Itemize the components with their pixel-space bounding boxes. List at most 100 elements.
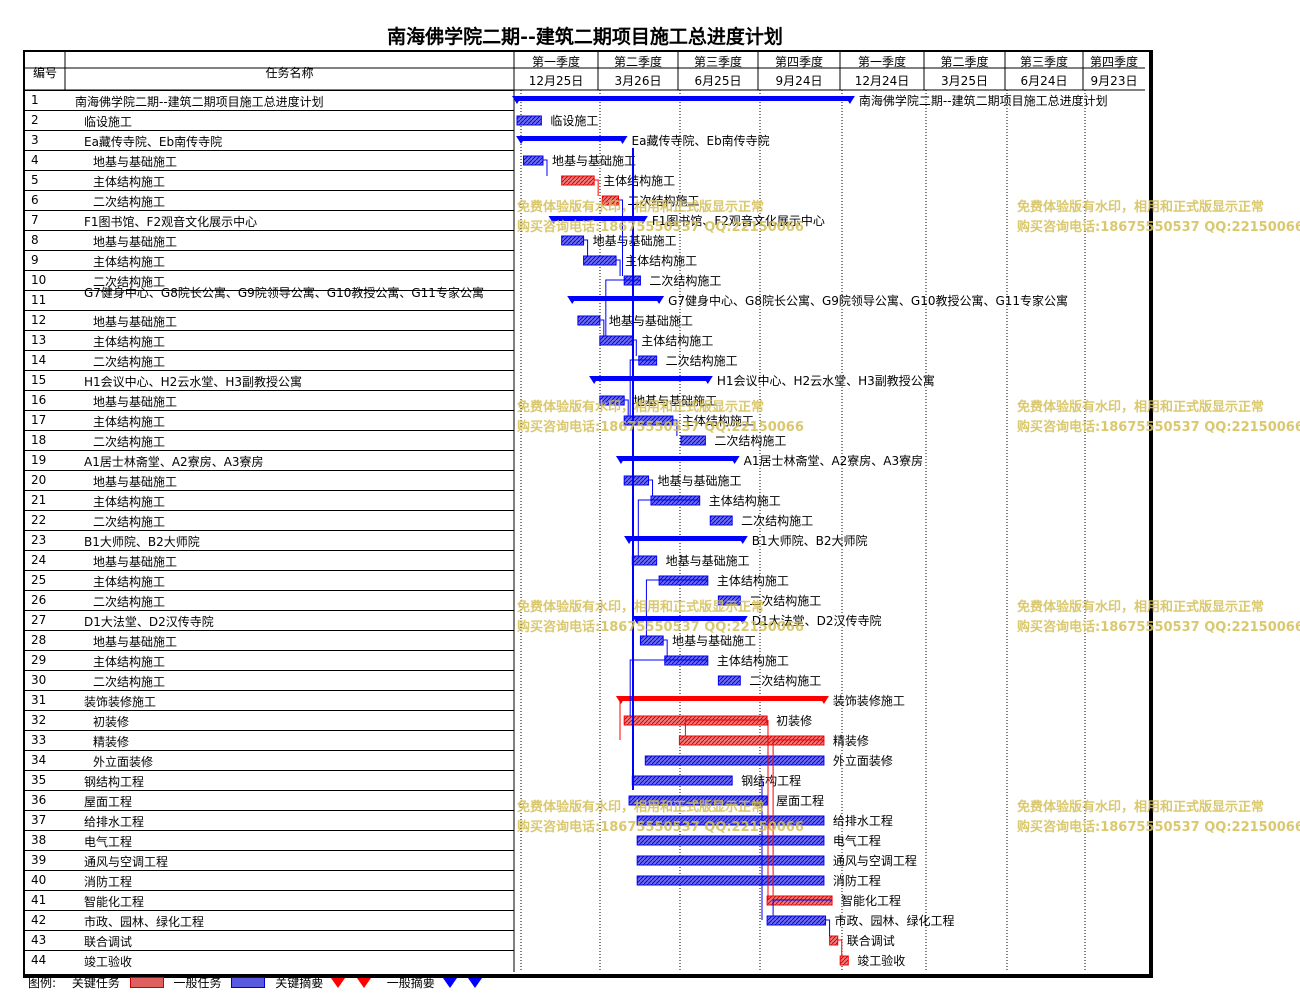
- task-bar-label: 主体结构施工: [682, 413, 754, 428]
- header-id: 编号: [32, 66, 57, 80]
- summary-start-marker: [548, 216, 559, 224]
- task-bar: [583, 255, 617, 266]
- table-row: 30 二次结构施工: [25, 670, 514, 690]
- summary-start-marker: [567, 296, 578, 304]
- row-id: 22: [31, 513, 47, 527]
- dependency-link: [684, 719, 768, 736]
- task-bar: [522, 155, 544, 166]
- task-bar-label: 主体结构施工: [625, 253, 697, 268]
- task-bar-label: 给排水工程: [833, 813, 893, 828]
- task-bar-label: 市政、园林、绿化工程: [835, 913, 955, 928]
- row-task-name: 主体结构施工: [93, 415, 166, 429]
- legend-critical-summary-icon-2: [356, 977, 371, 988]
- table-row: 42 市政、园林、绿化工程: [25, 910, 514, 930]
- row-task-name: 精装修: [93, 735, 130, 749]
- task-bar-label: 地基与基础施工: [609, 314, 693, 328]
- summary-bar: [594, 376, 708, 381]
- row-id: 11: [31, 293, 47, 307]
- task-bar-label: 智能化工程: [841, 893, 901, 908]
- task-bar-label: 临设施工: [550, 114, 598, 128]
- row-task-name: D1大法堂、D2汉传寺院: [84, 615, 214, 629]
- row-task-name: 二次结构施工: [93, 355, 166, 369]
- table-row: 8 地基与基础施工: [25, 230, 514, 250]
- row-id: 4: [31, 153, 39, 167]
- dependency-link: [648, 479, 654, 496]
- row-id: 21: [31, 493, 47, 507]
- watermark-line: 免费体验版有水印，相用和正式版显示正常: [1017, 400, 1265, 415]
- table-row: 14 二次结构施工: [25, 350, 514, 370]
- row-id: 24: [31, 553, 47, 567]
- watermark-line: 购买咨询电话:18675550537 QQ:22150066: [517, 220, 804, 235]
- row-task-name: 消防工程: [84, 875, 133, 889]
- task-bar-label: Ea藏传寺院、Eb南传寺院: [632, 133, 770, 148]
- row-id: 29: [31, 653, 47, 667]
- row-task-name: 主体结构施工: [93, 495, 166, 509]
- row-id: 19: [31, 453, 47, 467]
- row-task-name: 二次结构施工: [93, 675, 166, 689]
- task-bar: [717, 595, 741, 606]
- task-bar: [561, 175, 595, 186]
- row-id: 26: [31, 593, 47, 607]
- task-bar-label: 主体结构施工: [717, 653, 789, 668]
- task-bar: [678, 735, 825, 746]
- dependency-link: [599, 319, 605, 336]
- summary-end-marker: [737, 616, 748, 624]
- task-bar-label: G7健身中心、G8院长公寓、G9院领导公寓、G10教授公寓、G11专家公寓: [668, 293, 1068, 308]
- summary-end-marker: [637, 216, 648, 224]
- summary-start-marker: [512, 96, 522, 104]
- row-id: 14: [31, 353, 47, 367]
- row-id: 20: [31, 473, 47, 487]
- table-row: 32 初装修: [25, 710, 514, 730]
- row-task-name: 二次结构施工: [93, 595, 166, 609]
- row-task-name: 钢结构工程: [84, 775, 145, 789]
- task-bar-label: 二次结构施工: [749, 593, 821, 608]
- header-quarter: 第一季度: [531, 55, 580, 69]
- row-task-name: 地基与基础施工: [93, 555, 178, 569]
- row-task-name: 二次结构施工: [93, 195, 166, 209]
- header-quarter: 第二季度: [940, 55, 989, 69]
- row-task-name: 二次结构施工: [93, 435, 166, 449]
- row-task-name: B1大师院、B2大师院: [84, 535, 200, 549]
- row-id: 1: [31, 93, 39, 107]
- row-id: 3: [31, 133, 39, 147]
- task-bar-label: 主体结构施工: [717, 573, 789, 588]
- summary-end-marker: [729, 456, 740, 464]
- task-bar: [599, 335, 633, 346]
- row-id: 23: [31, 533, 47, 547]
- task-bar: [839, 955, 849, 966]
- watermark-line: 购买咨询电话:18675550537 QQ:22150066: [1017, 220, 1300, 235]
- row-task-name: G7健身中心、G8院长公寓、G9院领导公寓、G10教授公寓、G11专家公寓: [84, 286, 484, 300]
- task-bar: [628, 795, 768, 806]
- table-row: 35 钢结构工程: [25, 770, 514, 790]
- table-row: 41 智能化工程: [25, 890, 514, 910]
- task-bar: [709, 515, 733, 526]
- row-task-name: A1居士林斋堂、A2寮房、A3寮房: [84, 455, 264, 469]
- task-bar: [636, 815, 825, 826]
- watermark: 免费体验版有水印，相用和正式版显示正常 购买咨询电话:18675550537 QQ…: [517, 198, 804, 238]
- table-row: 10 二次结构施工: [25, 270, 514, 290]
- dependency-link: [772, 899, 833, 916]
- row-id: 41: [31, 893, 47, 907]
- task-bar-label: 外立面装修: [833, 753, 893, 768]
- summary-bar: [517, 96, 850, 101]
- row-task-name: 通风与空调工程: [84, 855, 169, 869]
- table-row: 23 B1大师院、B2大师院: [25, 530, 514, 550]
- row-task-name: 电气工程: [84, 835, 133, 849]
- header-quarter: 第三季度: [693, 55, 742, 69]
- header-quarter: 第三季度: [1019, 55, 1068, 69]
- row-task-name: 主体结构施工: [93, 335, 166, 349]
- row-id: 33: [31, 733, 47, 747]
- summary-start-marker: [516, 136, 527, 144]
- summary-end-marker: [844, 96, 855, 104]
- table-row: 43 联合调试: [25, 930, 514, 950]
- task-bar-label: 竣工验收: [857, 953, 905, 968]
- watermark: 免费体验版有水印，相用和正式版显示正常 购买咨询电话:18675550537 QQ…: [1017, 198, 1300, 238]
- table-row: 29 主体结构施工: [25, 650, 514, 670]
- row-id: 44: [31, 953, 47, 967]
- task-bar-label: 南海佛学院二期--建筑二期项目施工总进度计划: [859, 93, 1108, 108]
- row-id: 17: [31, 413, 47, 427]
- row-id: 2: [31, 113, 39, 127]
- task-bar: [636, 835, 825, 846]
- summary-end-marker: [654, 296, 665, 304]
